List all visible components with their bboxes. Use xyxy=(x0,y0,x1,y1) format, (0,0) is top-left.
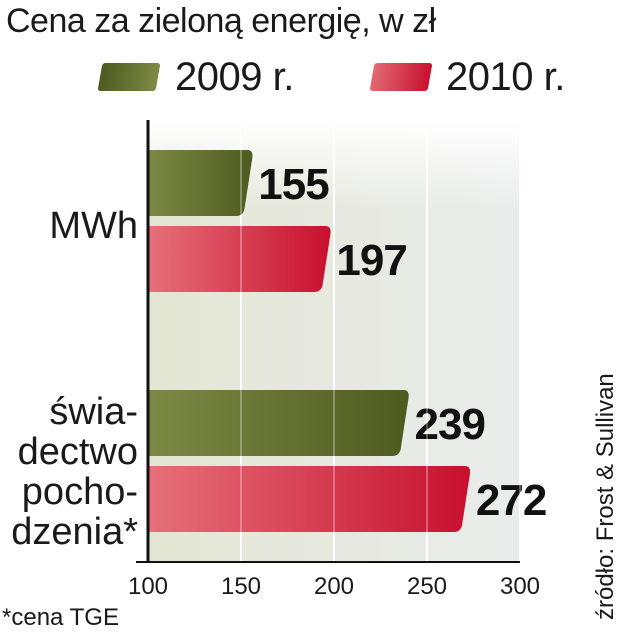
category-label-1-3: dzenia* xyxy=(11,511,138,553)
legend-label-2010: 2010 r. xyxy=(446,55,565,99)
data-label-0-1: 197 xyxy=(336,236,406,285)
x-tick-label-300: 300 xyxy=(500,573,540,600)
category-label-0-0: MWh xyxy=(49,205,138,247)
bar-0-1 xyxy=(148,226,331,292)
category-label-1-1: dectwo xyxy=(18,431,138,473)
category-label-1-2: pocho- xyxy=(22,471,138,513)
legend-label-2009: 2009 r. xyxy=(175,55,294,99)
data-label-0-0: 155 xyxy=(258,160,329,209)
source-note: źródło: Frost & Sullivan xyxy=(592,373,619,620)
bar-1-1 xyxy=(148,466,471,532)
bar-0-0 xyxy=(148,150,253,216)
chart-title: Cena za zieloną energię, w zł xyxy=(6,2,436,40)
x-tick-label-250: 250 xyxy=(407,573,447,600)
x-tick-label-150: 150 xyxy=(221,573,261,600)
footnote: *cena TGE xyxy=(2,604,119,631)
bar-1-0 xyxy=(148,390,409,456)
x-tick-label-100: 100 xyxy=(128,573,168,600)
data-label-1-0: 239 xyxy=(415,400,485,449)
x-tick-label-200: 200 xyxy=(314,573,354,600)
category-label-1-0: świa- xyxy=(49,391,138,433)
data-label-1-1: 272 xyxy=(476,476,546,525)
